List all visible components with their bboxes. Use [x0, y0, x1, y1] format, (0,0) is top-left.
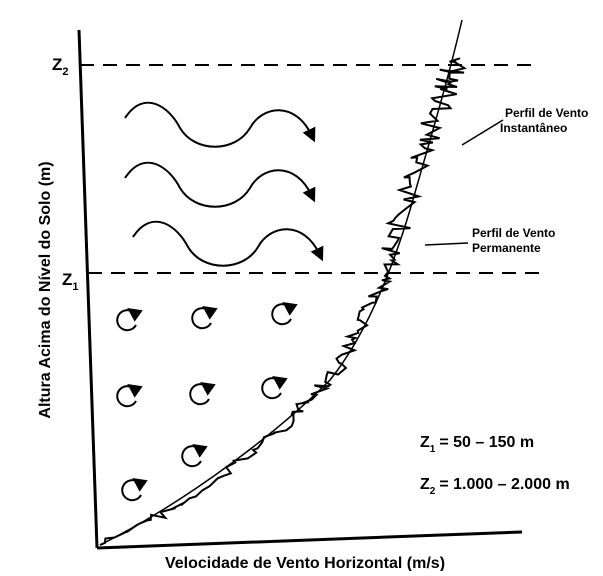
wavy-arrows: [124, 101, 324, 267]
eddies: [116, 301, 298, 502]
legend-z2: Z2 = 1.000 – 2.000 m: [420, 476, 570, 497]
eddy: [121, 477, 148, 502]
legend-z1: Z1 = 50 – 150 m: [420, 434, 534, 455]
eddy: [116, 383, 143, 408]
y-axis: [77, 29, 99, 549]
instantaneous-profile: [99, 57, 467, 546]
z1-label: Z1: [62, 270, 79, 293]
eddy: [181, 443, 208, 468]
y-axis-label: Altura Acima do Nível do Solo (m): [37, 161, 54, 418]
annotation-permanent: Perfil de Vento Permanente: [472, 226, 555, 255]
eddy: [189, 381, 216, 406]
eddy: [271, 301, 298, 326]
annotation-instantaneous: Perfil de Vento Instantâneo: [500, 106, 588, 135]
x-axis: [96, 530, 523, 550]
x-axis-label: Velocidade de Vento Horizontal (m/s): [165, 555, 445, 571]
eddy: [261, 375, 288, 400]
steady-profile: [99, 19, 463, 546]
pointer: [424, 242, 469, 246]
pointer: [461, 119, 504, 146]
z2-label: Z2: [52, 55, 69, 78]
eddy: [116, 307, 143, 332]
eddy: [191, 305, 218, 330]
